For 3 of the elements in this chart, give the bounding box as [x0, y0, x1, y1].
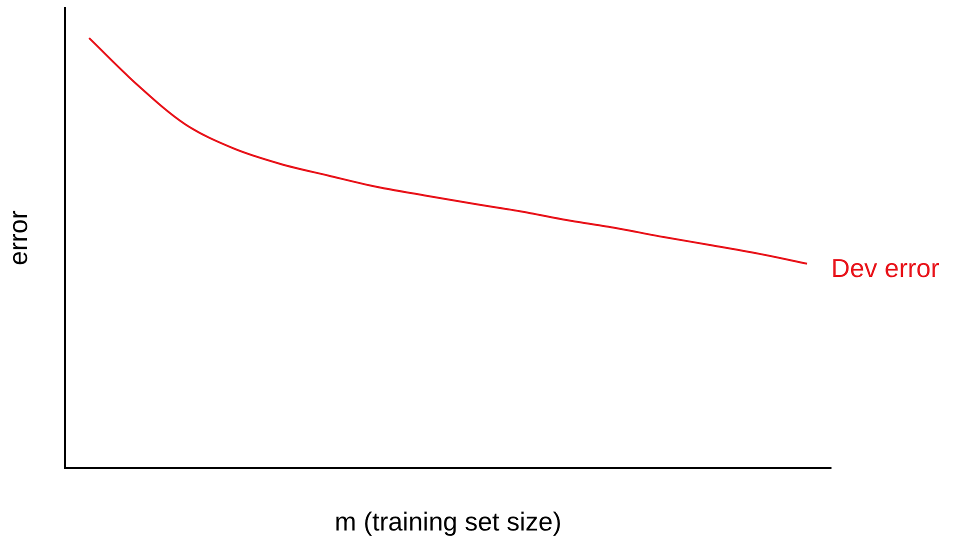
series-label: Dev error: [831, 252, 940, 283]
x-axis-title: m (training set size): [334, 506, 562, 537]
y-axis-title: error: [2, 210, 33, 266]
